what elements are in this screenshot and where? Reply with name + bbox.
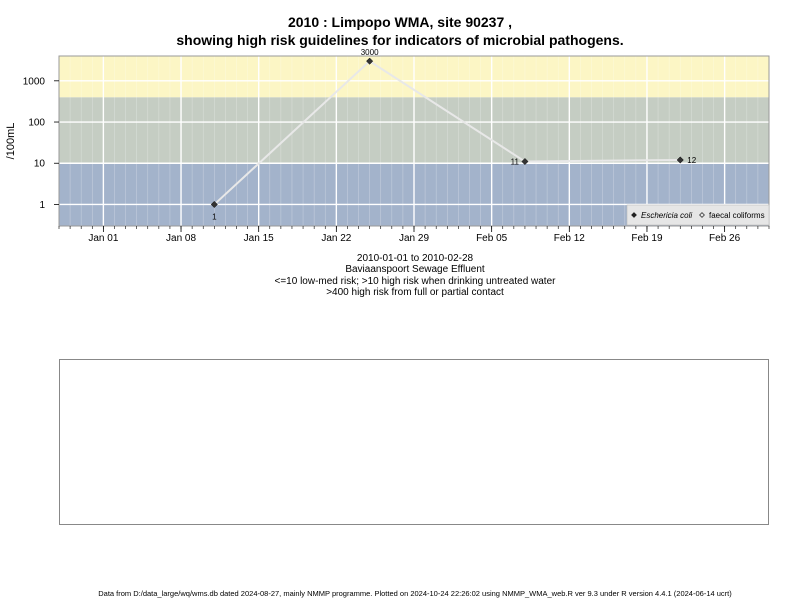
series-line xyxy=(213,59,681,206)
legend-label: Eschericia coli xyxy=(641,211,692,220)
chart-title-line-1: 2010 : Limpopo WMA, site 90237 , xyxy=(287,14,513,30)
legend-label: faecal coliforms xyxy=(709,211,765,220)
risk-guideline-text-2: >400 high risk from full or partial cont… xyxy=(326,287,504,298)
x-tick-label: Feb 26 xyxy=(709,233,741,244)
x-tick-label: Feb 19 xyxy=(631,233,663,244)
legend-box xyxy=(626,204,770,226)
data-label: 12 xyxy=(687,156,696,165)
x-tick-label: Jan 22 xyxy=(321,233,351,244)
chart-area: Jan 01 Jan 08 Jan 15 Jan 22 Jan 29 Feb 05 Feb … xyxy=(5,48,770,244)
data-point xyxy=(676,156,684,164)
y-tick-label: 10 xyxy=(34,159,46,170)
x-tick-label: Jan 01 xyxy=(88,233,118,244)
data-point xyxy=(366,57,374,65)
y-tick-label: 1 xyxy=(39,200,45,211)
data-label: 11 xyxy=(511,158,520,167)
data-point xyxy=(521,157,529,166)
risk-guideline-text-1: <=10 low-med risk; >10 high risk when dr… xyxy=(274,276,556,287)
legend-marker xyxy=(631,212,637,218)
footer-note: Data from D:/data_large/wq/wms.db dated … xyxy=(98,589,732,598)
chart-title-line-2: showing high risk guidelines for indicat… xyxy=(176,32,624,48)
x-tick-label: Jan 29 xyxy=(399,233,429,244)
x-tick-label: Jan 15 xyxy=(244,233,274,244)
x-tick-label: Feb 12 xyxy=(554,233,586,244)
data-label: 3000 xyxy=(361,48,379,57)
data-point xyxy=(210,200,218,209)
y-tick-label: 100 xyxy=(28,118,45,129)
date-range-text: 2010-01-01 to 2010-02-28 xyxy=(356,253,474,264)
legend-marker xyxy=(699,212,705,218)
data-label: 1 xyxy=(212,212,217,221)
y-axis-label: /100mL xyxy=(5,123,17,160)
y-tick-label: 1000 xyxy=(23,76,46,87)
x-tick-label: Feb 05 xyxy=(476,233,508,244)
site-name-text: Baviaanspoort Sewage Effluent xyxy=(345,264,485,275)
empty-plot-panel xyxy=(59,359,769,525)
x-tick-label: Jan 08 xyxy=(166,233,196,244)
